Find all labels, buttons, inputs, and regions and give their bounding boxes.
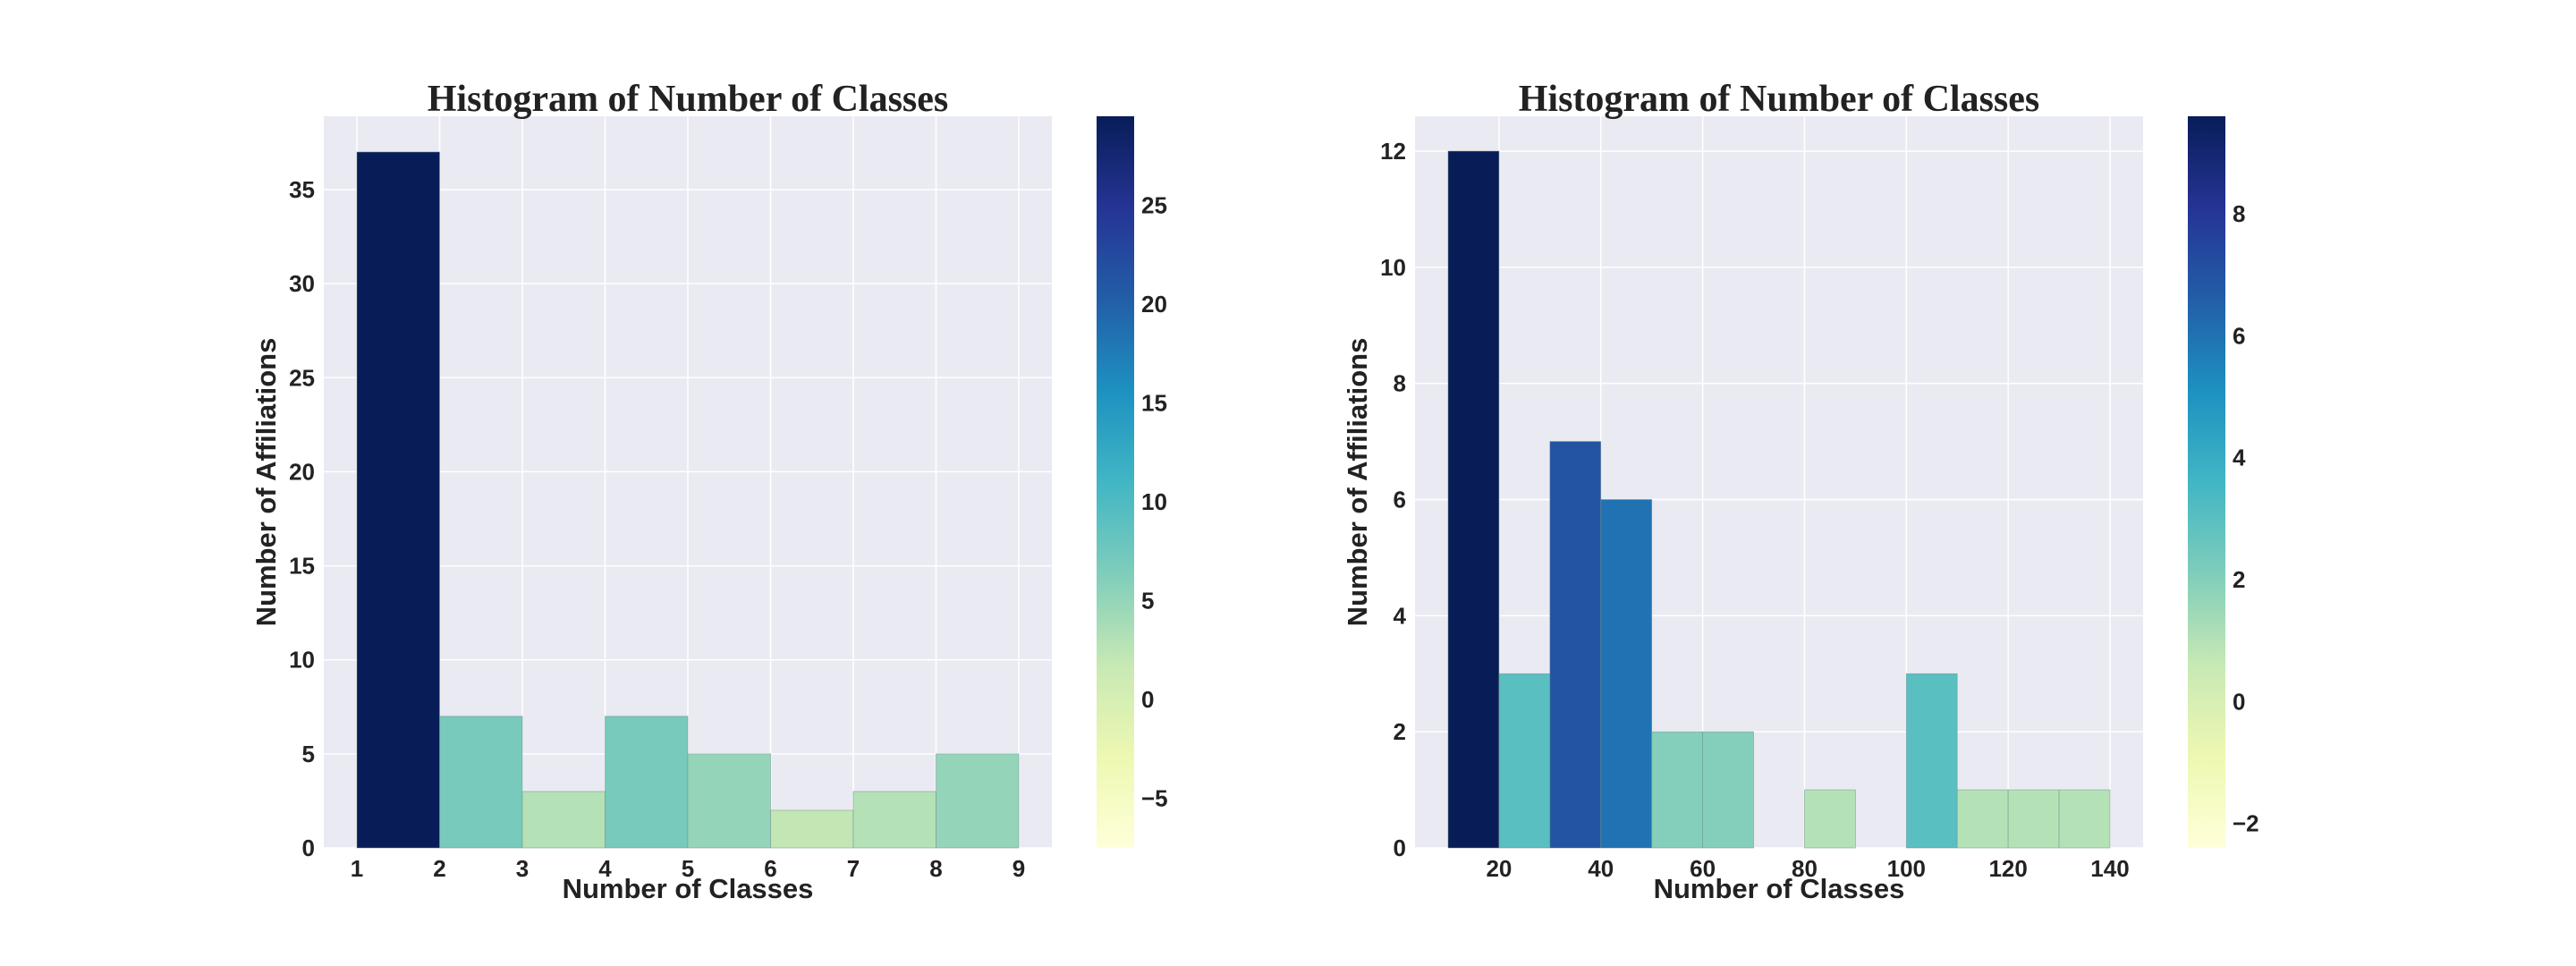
- histogram-bar: [1905, 673, 1958, 849]
- histogram-bar: [770, 809, 854, 849]
- colorbar-tick-label: 6: [2233, 322, 2245, 349]
- histogram-bar: [1956, 789, 2009, 849]
- y-tick-label: 0: [302, 835, 315, 861]
- colorbar-tick-label: 4: [2233, 445, 2246, 471]
- y-tick-label: 4: [1394, 602, 1407, 629]
- x-tick-label: 1: [351, 855, 363, 882]
- x-tick-label: 100: [1887, 855, 1926, 882]
- histogram-bar: [1549, 441, 1602, 849]
- colorbar-tick-label: 5: [1141, 588, 1154, 614]
- histogram-bar: [1600, 499, 1653, 849]
- y-tick-label: 15: [289, 553, 315, 580]
- x-axis-label: Number of Classes: [1654, 873, 1905, 904]
- colorbar-tick-label: 10: [1141, 488, 1167, 515]
- histogram-bar: [605, 716, 689, 849]
- y-tick-label: 6: [1394, 486, 1406, 513]
- histogram-bar: [1498, 673, 1551, 849]
- x-tick-label: 8: [929, 855, 942, 882]
- y-tick-label: 25: [289, 364, 315, 391]
- colorbar-tick-label: −2: [2233, 810, 2259, 837]
- histogram-bar: [2058, 789, 2111, 849]
- colorbar-tick-label: −5: [1141, 785, 1168, 812]
- x-tick-label: 4: [598, 855, 612, 882]
- colorbar: [1097, 116, 1134, 848]
- histogram-bar: [687, 753, 771, 849]
- histogram-bar: [439, 716, 523, 849]
- colorbar-tick-label: 0: [2233, 688, 2245, 715]
- histogram-bar: [356, 151, 440, 849]
- colorbar: [2188, 116, 2225, 848]
- y-axis-label: Number of Affiliations: [1342, 338, 1373, 627]
- x-tick-label: 5: [682, 855, 694, 882]
- x-tick-label: 40: [1588, 855, 1614, 882]
- chart-title: Histogram of Number of Classes: [1519, 79, 2040, 120]
- histogram-bar: [1804, 789, 1856, 849]
- y-tick-label: 0: [1394, 835, 1406, 861]
- y-tick-label: 5: [302, 741, 315, 767]
- colorbar-tick-label: 20: [1141, 291, 1167, 318]
- x-tick-label: 9: [1013, 855, 1025, 882]
- chart-title: Histogram of Number of Classes: [428, 79, 949, 120]
- colorbar-tick-label: 15: [1141, 390, 1167, 417]
- histogram-bar: [852, 791, 936, 849]
- colorbar-tick-label: 0: [1141, 686, 1154, 713]
- y-tick-label: 10: [289, 647, 315, 674]
- x-tick-label: 120: [1988, 855, 2027, 882]
- y-tick-label: 10: [1380, 254, 1406, 281]
- y-tick-label: 8: [1394, 370, 1406, 397]
- x-tick-label: 6: [764, 855, 776, 882]
- y-tick-label: 2: [1394, 718, 1406, 745]
- histogram-bar: [1651, 731, 1704, 849]
- y-tick-label: 20: [289, 458, 315, 485]
- histogram-bar: [2007, 789, 2060, 849]
- x-tick-label: 80: [1792, 855, 1818, 882]
- x-tick-label: 20: [1486, 855, 1512, 882]
- x-tick-label: 3: [516, 855, 529, 882]
- x-tick-label: 60: [1690, 855, 1716, 882]
- x-tick-label: 140: [2090, 855, 2129, 882]
- x-tick-label: 7: [847, 855, 860, 882]
- x-tick-label: 2: [433, 855, 445, 882]
- colorbar-tick-label: 25: [1141, 191, 1167, 218]
- y-tick-label: 35: [289, 176, 315, 203]
- y-tick-label: 12: [1380, 138, 1406, 165]
- colorbar-tick-label: 8: [2233, 200, 2245, 227]
- y-tick-label: 30: [289, 270, 315, 297]
- x-axis-label: Number of Classes: [563, 873, 814, 904]
- histogram-bar: [1702, 731, 1754, 849]
- colorbar-tick-label: 2: [2233, 566, 2245, 593]
- histogram-bar: [521, 791, 606, 849]
- y-axis-label: Number of Affiliations: [250, 338, 282, 627]
- histogram-panel-left: 1 2 3 4 5 6 7 8 9 0 5 10 15 20 25 30 35 Histogram of Numb…: [250, 79, 1168, 904]
- histogram-bar: [936, 753, 1020, 849]
- histogram-bar: [1447, 150, 1500, 849]
